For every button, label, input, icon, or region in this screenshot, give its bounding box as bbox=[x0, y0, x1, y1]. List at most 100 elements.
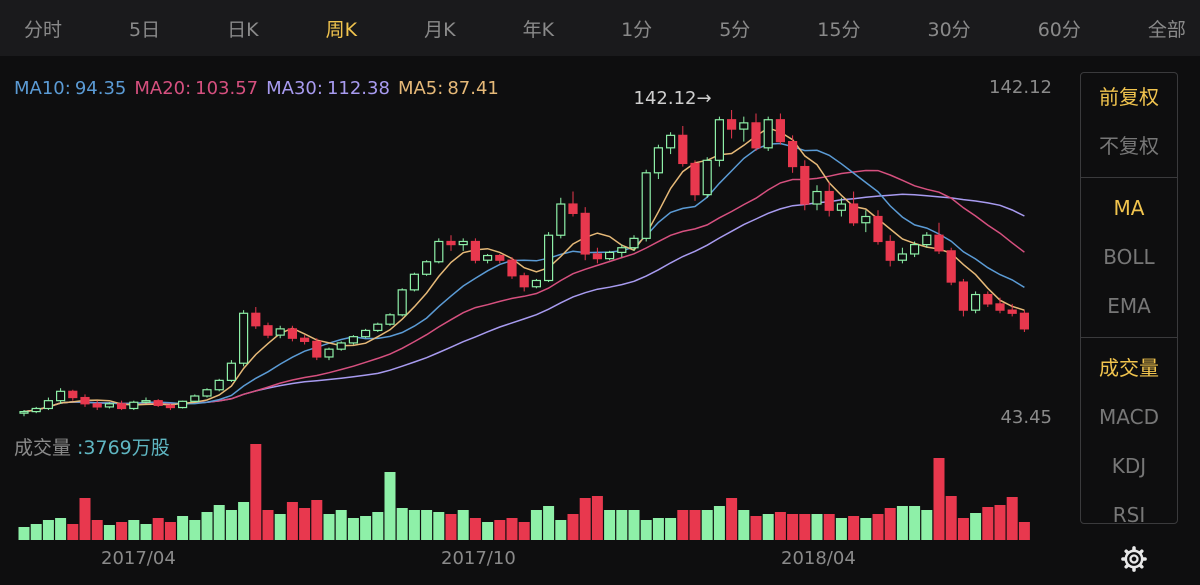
volume-bar bbox=[433, 512, 445, 540]
candle-body bbox=[1019, 312, 1030, 330]
volume-bar bbox=[30, 524, 42, 540]
max-price-annotation: 142.12→ bbox=[634, 88, 712, 109]
tab-11[interactable]: 全部 bbox=[1147, 18, 1186, 41]
volume-bar bbox=[811, 514, 823, 540]
price-low-label: 43.45 bbox=[1000, 407, 1052, 428]
tab-4[interactable]: 月K bbox=[424, 18, 456, 41]
candle-body bbox=[629, 237, 639, 249]
candle-body bbox=[836, 203, 847, 211]
volume-bar bbox=[909, 506, 921, 540]
legend-ma-value: 112.38 bbox=[326, 78, 390, 99]
legend-ma-2: MA30: 112.38 bbox=[266, 78, 394, 99]
candle-body bbox=[68, 390, 78, 399]
candle-body bbox=[458, 240, 468, 246]
candle-body bbox=[336, 342, 346, 350]
tab-8[interactable]: 15分 bbox=[817, 18, 861, 41]
candle-body bbox=[80, 396, 90, 405]
sidebar-group2-item-1[interactable]: BOLL bbox=[1103, 245, 1155, 269]
volume-bar bbox=[579, 498, 591, 540]
candle-body bbox=[678, 134, 688, 165]
sidebar-divider bbox=[1081, 177, 1177, 178]
volume-bar bbox=[652, 518, 664, 540]
tab-6[interactable]: 1分 bbox=[621, 18, 653, 41]
volume-bar bbox=[689, 510, 701, 540]
candle-body bbox=[800, 165, 810, 205]
volume-bar bbox=[177, 516, 189, 540]
ma-legend: MA10: 94.35 MA20: 103.57 MA30: 112.38 MA5: 87.4… bbox=[14, 78, 507, 99]
candle-body bbox=[641, 172, 651, 239]
volume-bar bbox=[250, 444, 262, 540]
tab-3[interactable]: 周K bbox=[325, 18, 358, 41]
tab-0[interactable]: 分时 bbox=[24, 18, 63, 41]
volume-legend-label: 成交量 bbox=[14, 437, 72, 459]
volume-bar bbox=[567, 514, 579, 540]
candle-body bbox=[495, 254, 505, 261]
volume-bar bbox=[347, 518, 359, 540]
candle-body bbox=[507, 259, 517, 277]
tab-10[interactable]: 60分 bbox=[1037, 18, 1081, 41]
legend-ma-label: MA10: bbox=[14, 78, 71, 99]
sidebar-group2-item-2[interactable]: EMA bbox=[1107, 294, 1151, 318]
volume-bar bbox=[225, 510, 237, 540]
volume-bar bbox=[18, 527, 30, 540]
kline-chart[interactable]: 142.12→ bbox=[0, 0, 1075, 585]
volume-bar bbox=[957, 518, 969, 540]
candle-body bbox=[312, 340, 322, 358]
candle-body bbox=[116, 403, 127, 410]
tab-7[interactable]: 5分 bbox=[719, 18, 751, 41]
candle-body bbox=[531, 279, 542, 288]
volume-bar bbox=[616, 510, 628, 540]
candle-body bbox=[92, 403, 102, 408]
candle-body bbox=[251, 312, 261, 327]
volume-bar bbox=[372, 512, 384, 540]
candle-body bbox=[397, 289, 407, 316]
settings-gear-icon[interactable] bbox=[1120, 545, 1148, 573]
candle-body bbox=[934, 234, 944, 252]
volume-bar bbox=[286, 502, 298, 540]
candle-body bbox=[483, 254, 493, 261]
legend-ma-label: MA30: bbox=[266, 78, 323, 99]
sidebar-group1-item-1[interactable]: 不复权 bbox=[1099, 134, 1159, 158]
sidebar-group3-item-2[interactable]: KDJ bbox=[1111, 454, 1147, 478]
sidebar-group3-item-0[interactable]: 成交量 bbox=[1099, 356, 1159, 380]
volume-bar bbox=[945, 496, 957, 540]
candle-body bbox=[922, 234, 932, 246]
volume-bar bbox=[896, 506, 908, 540]
candle-body bbox=[263, 325, 273, 336]
sidebar-group1-item-0[interactable]: 前复权 bbox=[1099, 85, 1159, 109]
volume-bar bbox=[55, 518, 67, 540]
volume-bar bbox=[384, 472, 396, 540]
candle-body bbox=[422, 261, 432, 275]
volume-bar bbox=[543, 506, 555, 540]
candle-body bbox=[214, 379, 224, 391]
candle-body bbox=[592, 253, 603, 260]
candle-body bbox=[31, 407, 41, 413]
sidebar-group2-item-0[interactable]: MA bbox=[1113, 196, 1145, 220]
volume-bar bbox=[189, 520, 201, 540]
volume-legend: 成交量:3769万股 bbox=[14, 433, 170, 460]
volume-bar bbox=[494, 520, 506, 540]
sidebar-divider bbox=[1081, 337, 1177, 338]
tab-1[interactable]: 5日 bbox=[129, 18, 161, 41]
candle-body bbox=[300, 337, 310, 342]
candle-body bbox=[873, 215, 883, 243]
candle-body bbox=[373, 323, 383, 332]
candle-body bbox=[165, 404, 175, 409]
volume-bar bbox=[774, 512, 786, 540]
tab-2[interactable]: 日K bbox=[227, 18, 259, 41]
tab-9[interactable]: 30分 bbox=[927, 18, 971, 41]
candle-body bbox=[787, 140, 798, 168]
volume-bar bbox=[713, 506, 725, 540]
volume-bar bbox=[335, 510, 347, 540]
volume-bar bbox=[530, 510, 542, 540]
volume-bar bbox=[665, 518, 677, 540]
candle-body bbox=[361, 329, 371, 338]
legend-ma-label: MA20: bbox=[134, 78, 192, 99]
volume-legend-value: :3769万股 bbox=[77, 437, 170, 459]
volume-bar bbox=[872, 514, 884, 540]
sidebar-group3-item-3[interactable]: RSI bbox=[1112, 503, 1146, 524]
candle-body bbox=[178, 400, 188, 409]
volume-bar bbox=[311, 500, 323, 540]
sidebar-group3-item-1[interactable]: MACD bbox=[1099, 405, 1159, 429]
tab-5[interactable]: 年K bbox=[522, 18, 555, 41]
